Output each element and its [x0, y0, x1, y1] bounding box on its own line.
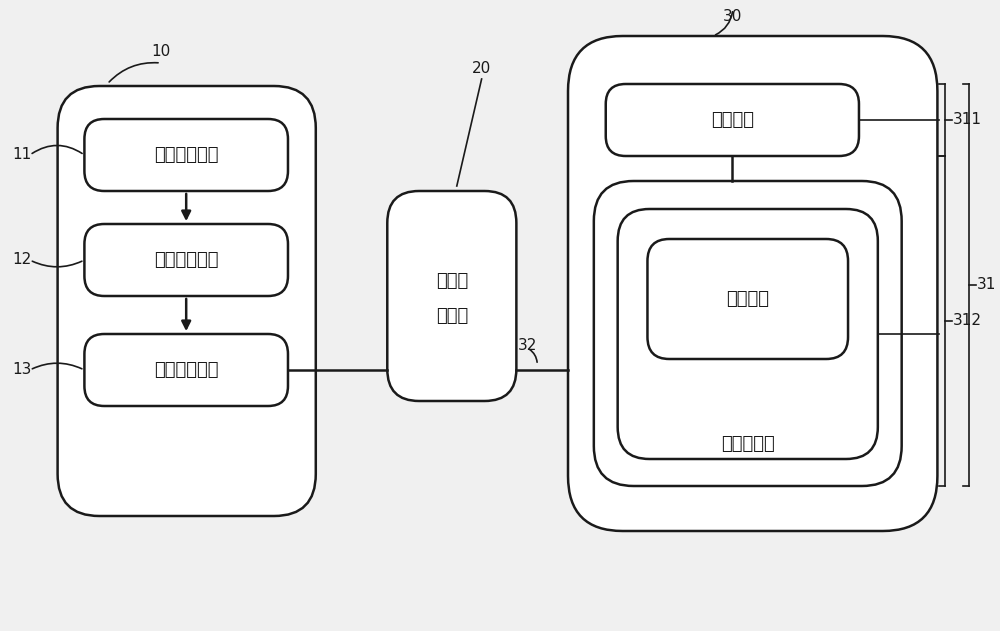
Text: 13: 13: [12, 362, 31, 377]
FancyBboxPatch shape: [84, 224, 288, 296]
FancyBboxPatch shape: [594, 181, 902, 486]
Text: 互联传输模块: 互联传输模块: [154, 251, 218, 269]
Text: 12: 12: [12, 252, 31, 268]
Text: 11: 11: [12, 148, 31, 163]
FancyBboxPatch shape: [84, 119, 288, 191]
Text: 图像处理器: 图像处理器: [721, 435, 775, 453]
Text: 数据分析模块: 数据分析模块: [154, 361, 218, 379]
Text: 摄像组件: 摄像组件: [711, 111, 754, 129]
FancyBboxPatch shape: [606, 84, 859, 156]
FancyBboxPatch shape: [84, 334, 288, 406]
Text: 312: 312: [953, 314, 982, 329]
Text: 10: 10: [151, 44, 170, 59]
Text: 311: 311: [953, 112, 982, 127]
Text: 32: 32: [518, 338, 537, 353]
FancyBboxPatch shape: [647, 239, 848, 359]
Text: 20: 20: [472, 61, 491, 76]
FancyBboxPatch shape: [618, 209, 878, 459]
FancyBboxPatch shape: [387, 191, 516, 401]
Text: 软件模块: 软件模块: [726, 290, 769, 308]
FancyBboxPatch shape: [568, 36, 937, 531]
Text: 31: 31: [977, 278, 997, 293]
FancyBboxPatch shape: [58, 86, 316, 516]
Text: 30: 30: [723, 9, 743, 24]
Text: 模单元: 模单元: [436, 307, 468, 325]
Text: 物联感知模块: 物联感知模块: [154, 146, 218, 164]
Text: 虚拟建: 虚拟建: [436, 272, 468, 290]
